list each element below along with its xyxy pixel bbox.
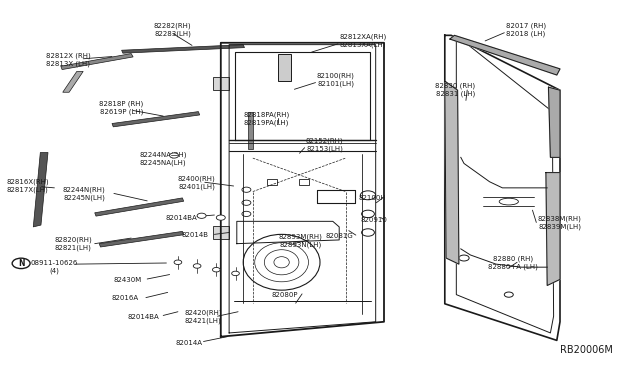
Text: 82016A: 82016A [112,295,139,301]
Text: 82400(RH)
82401(LH): 82400(RH) 82401(LH) [178,175,216,189]
Polygon shape [61,54,133,70]
Polygon shape [112,112,200,127]
Text: 82014BA: 82014BA [165,215,197,221]
Polygon shape [445,81,459,264]
Text: 82812XA(RH)
82813XA(LH): 82812XA(RH) 82813XA(LH) [339,34,387,48]
Text: 82430M: 82430M [114,277,142,283]
Text: 82838M(RH)
82839M(LH): 82838M(RH) 82839M(LH) [538,215,582,230]
Text: 82100(RH)
82101(LH): 82100(RH) 82101(LH) [317,73,355,87]
Text: 82820(RH)
82821(LH): 82820(RH) 82821(LH) [54,237,92,251]
Text: 82080P: 82080P [272,292,298,298]
Text: 82893M(RH)
82893N(LH): 82893M(RH) 82893N(LH) [278,234,323,248]
Polygon shape [248,112,253,149]
Text: 82816X(RH)
82817X(LH): 82816X(RH) 82817X(LH) [6,179,49,193]
Text: 08911-10626
(4): 08911-10626 (4) [31,260,78,274]
Text: 82081G: 82081G [325,233,353,239]
Text: 82282(RH)
82283(LH): 82282(RH) 82283(LH) [154,23,191,37]
Circle shape [212,267,220,272]
Text: 82244NA(RH)
82245NA(LH): 82244NA(RH) 82245NA(LH) [140,152,187,166]
Text: 82014B: 82014B [181,232,208,238]
Text: 82420(RH)
82421(LH): 82420(RH) 82421(LH) [184,310,222,324]
Circle shape [232,271,239,276]
Circle shape [174,260,182,264]
Polygon shape [63,71,83,92]
Text: 82014A: 82014A [175,340,202,346]
Polygon shape [548,87,560,157]
Polygon shape [95,198,184,216]
Polygon shape [450,35,560,75]
Bar [267,179,277,185]
Polygon shape [33,153,48,227]
Text: RB20006M: RB20006M [560,346,613,355]
Text: 82152(RH)
82153(LH): 82152(RH) 82153(LH) [306,138,344,152]
Text: 82812X (RH)
82813X (LH): 82812X (RH) 82813X (LH) [46,52,91,67]
Polygon shape [99,231,184,247]
Bar [299,179,309,185]
Circle shape [197,213,206,218]
Bar [213,226,229,239]
Text: 82880 (RH)
82880+A (LH): 82880 (RH) 82880+A (LH) [488,256,538,270]
Bar [213,77,229,90]
Text: 82017 (RH)
82018 (LH): 82017 (RH) 82018 (LH) [506,23,546,37]
Text: 82244N(RH)
82245N(LH): 82244N(RH) 82245N(LH) [63,186,106,201]
Polygon shape [122,45,244,53]
Polygon shape [546,173,560,285]
Bar [278,54,291,81]
Text: N: N [18,259,24,268]
Text: 82830 (RH)
82831 (LH): 82830 (RH) 82831 (LH) [435,82,476,96]
Text: 82100H: 82100H [358,195,386,201]
Text: 82818P (RH)
82619P (LH): 82818P (RH) 82619P (LH) [99,101,143,115]
Circle shape [193,264,201,268]
Text: 82014BA: 82014BA [128,314,160,320]
Circle shape [12,258,30,269]
Circle shape [170,153,179,158]
Circle shape [216,215,225,220]
Text: 820910: 820910 [360,217,387,223]
Text: 82818PA(RH)
82819PA(LH): 82818PA(RH) 82819PA(LH) [243,112,289,126]
